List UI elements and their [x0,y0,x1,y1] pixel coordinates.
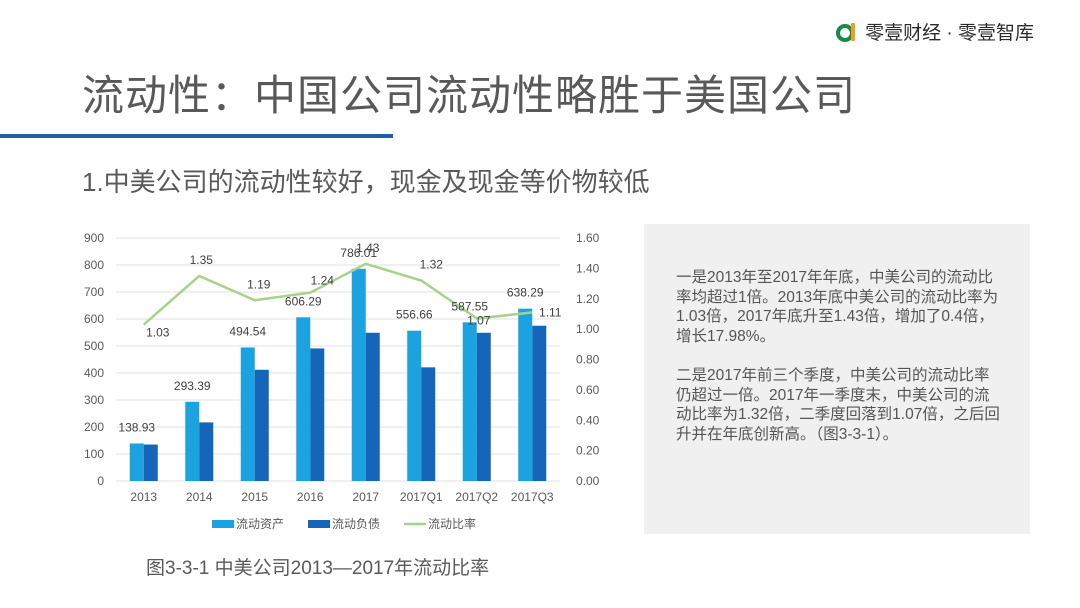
bar-current-assets [462,322,477,481]
y-right-tick-label: 1.60 [576,231,600,245]
bar-data-label: 587.55 [451,299,488,313]
y-right-tick-label: 0.20 [576,444,600,458]
y-left-tick-label: 700 [84,285,104,299]
bar-current-liabilities [365,332,380,481]
bar-current-liabilities [476,332,491,481]
legend-label-current-assets: 流动资产 [236,517,284,531]
bar-current-assets [351,268,366,481]
figure-caption: 图3-3-1 中美公司2013—2017年流动比率 [146,558,490,579]
bar-current-liabilities [421,367,436,481]
legend-label-current-ratio: 流动比率 [428,516,476,531]
line-data-label: 1.11 [539,305,562,319]
legend-label-current-liabilities: 流动负债 [332,517,380,531]
legend-swatch-current-assets [212,520,234,528]
bar-current-liabilities [199,422,214,481]
x-tick-label: 2014 [186,490,213,504]
y-right-tick-label: 0.60 [576,383,600,397]
y-left-tick-label: 900 [84,231,104,245]
bar-data-label: 494.54 [229,324,266,338]
y-left-tick-label: 600 [84,312,104,326]
notes-panel: 一是2013年至2017年年底，中美公司的流动比率均超过1倍。2013年底中美公… [644,224,1030,534]
line-data-label: 1.24 [311,274,335,288]
page-title: 流动性：中国公司流动性略胜于美国公司 [82,72,857,119]
x-tick-label: 2017 [352,490,379,504]
line-data-label: 1.07 [467,313,491,327]
bar-data-label: 293.39 [174,379,211,393]
y-right-tick-label: 1.40 [576,261,600,275]
y-left-tick-label: 100 [84,447,104,461]
x-tick-label: 2015 [241,490,268,504]
x-tick-label: 2013 [130,490,157,504]
y-right-tick-label: 1.20 [576,292,600,306]
bar-current-liabilities [532,325,547,481]
bar-current-liabilities [143,444,158,481]
bar-current-assets [185,401,200,481]
bar-current-assets [240,347,255,481]
brand-name: 零壹财经 · 零壹智库 [865,23,1034,44]
brand: 零壹财经 · 零壹智库 [835,18,1034,45]
x-tick-label: 2017Q1 [400,490,443,504]
x-tick-label: 2017Q3 [511,490,554,504]
page-subtitle: 1.中美公司的流动性较好，现金及现金等价物较低 [82,167,650,197]
y-left-tick-label: 800 [84,258,104,272]
y-left-tick-label: 300 [84,393,104,407]
y-right-tick-label: 0.40 [576,413,600,427]
bar-data-label: 138.93 [118,420,155,434]
bar-current-assets [518,308,533,481]
ratio-line [142,262,533,326]
bar-current-liabilities [254,369,269,481]
x-tick-label: 2016 [297,490,324,504]
line-data-label: 1.35 [190,253,214,267]
bar-data-label: 786.01 [340,246,377,260]
bar-current-assets [296,317,311,481]
line-data-label: 1.03 [146,326,170,340]
bar-data-label: 638.29 [507,286,544,300]
line-data-label: 1.43 [356,241,380,255]
y-left-tick-label: 200 [84,420,104,434]
bar-current-assets [407,330,422,481]
chart-container: 0 100 200 300 400 500 600 700 800 900 0.00 0.20 0.40… [60,222,620,552]
y-right-tick-label: 1.00 [576,322,600,336]
x-tick-label: 2017Q2 [455,490,498,504]
brand-logo-icon [835,20,859,44]
line-data-label: 1.32 [420,258,444,272]
y-left-tick-label: 500 [84,339,104,353]
title-underline [0,134,393,138]
legend-swatch-current-liabilities [308,520,330,528]
y-left-tick-label: 0 [97,474,104,488]
liquidity-ratio-chart: 0 100 200 300 400 500 600 700 800 900 0.00 0.20 0.40… [84,231,600,531]
bar-current-liabilities [310,348,325,481]
bar-data-label: 556.66 [396,308,433,322]
line-data-label: 1.19 [247,277,271,291]
bar-current-assets [129,443,144,481]
y-right-tick-label: 0.80 [576,353,600,367]
note-paragraph-2: 二是2017年前三个季度，中美公司的流动比率仍超过一倍。2017年一季度末，中美… [676,367,1000,443]
y-left-tick-label: 400 [84,366,104,380]
note-paragraph-1: 一是2013年至2017年年底，中美公司的流动比率均超过1倍。2013年底中美公… [676,269,999,345]
bar-data-label: 606.29 [285,294,322,308]
y-right-tick-label: 0.00 [576,474,600,488]
